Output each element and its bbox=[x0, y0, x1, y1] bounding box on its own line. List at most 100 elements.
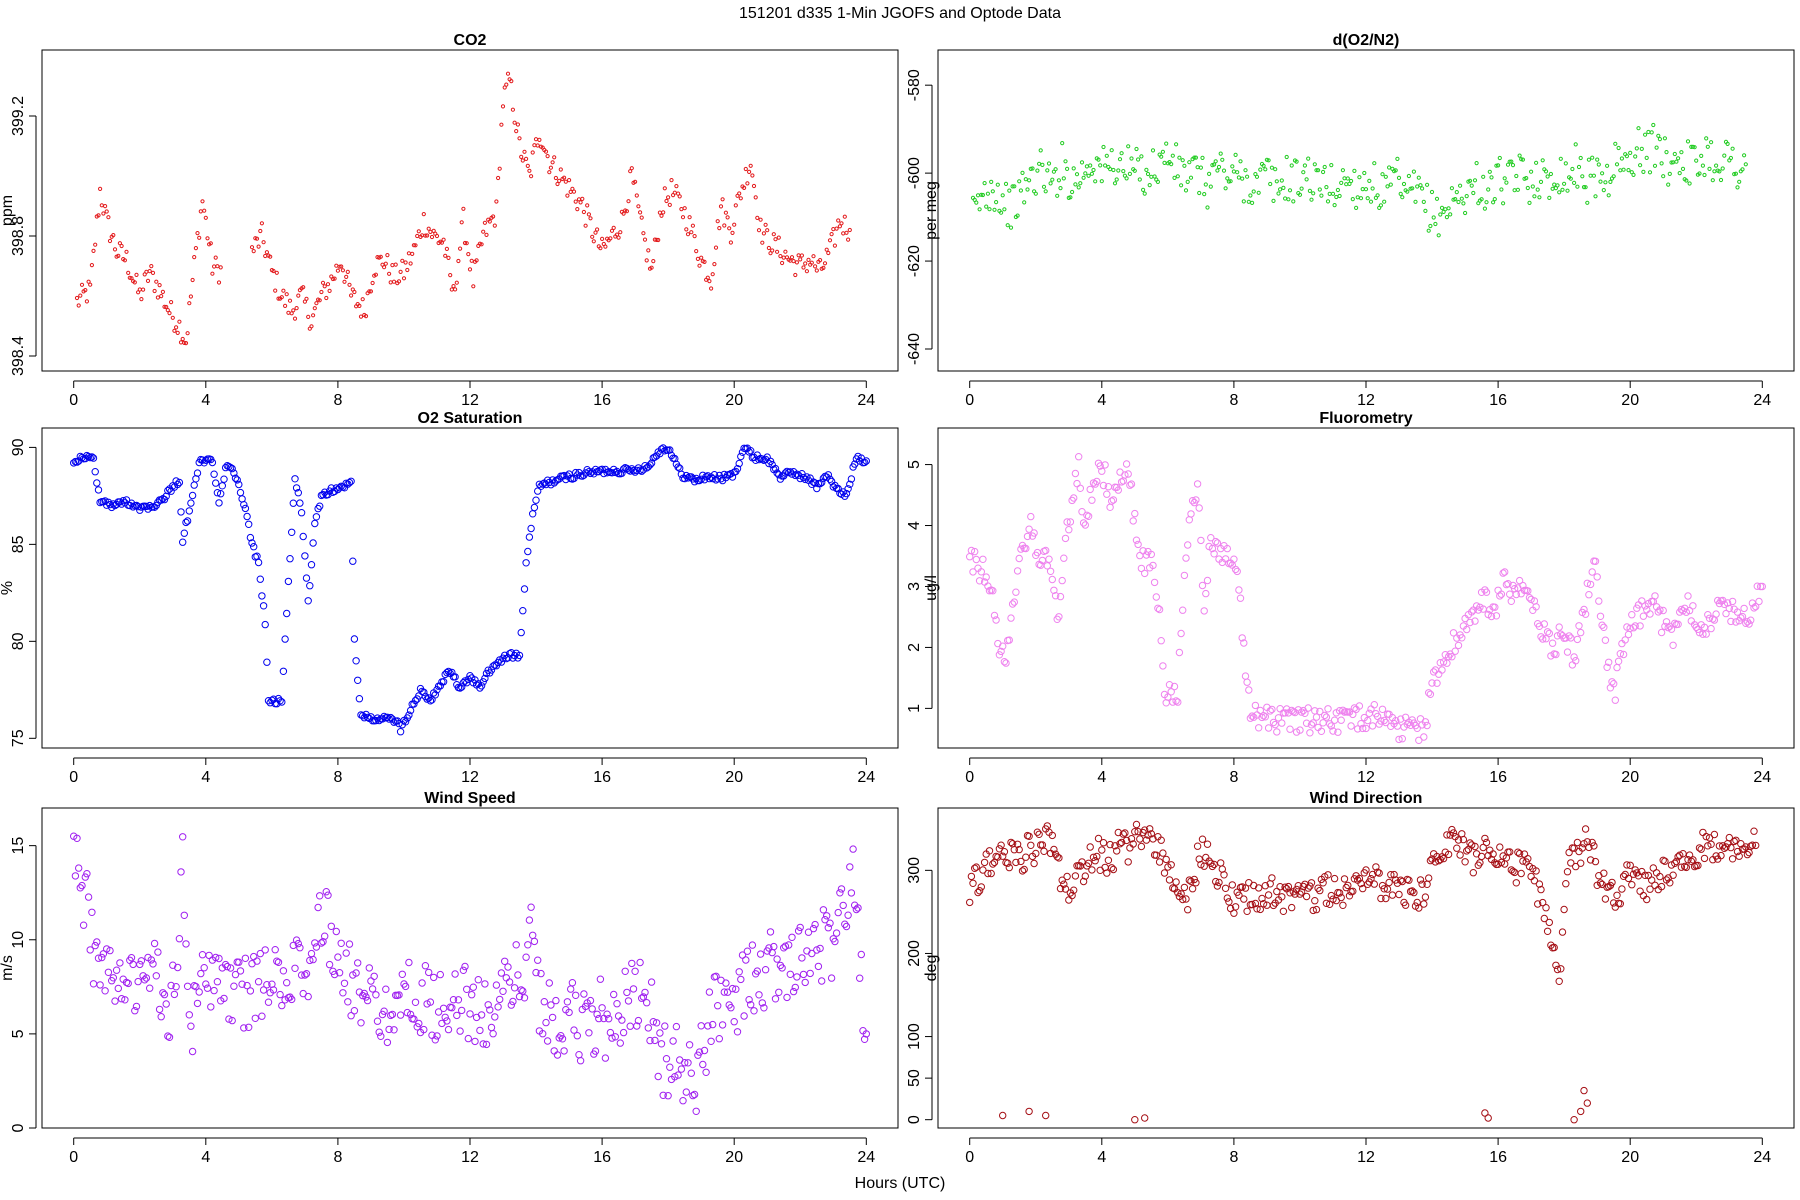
data-point bbox=[401, 276, 407, 281]
data-point bbox=[1681, 862, 1689, 871]
y-tick-label: 85 bbox=[10, 535, 27, 553]
data-point bbox=[335, 484, 344, 492]
data-point bbox=[572, 991, 580, 999]
data-point bbox=[1089, 171, 1095, 176]
data-point bbox=[1027, 178, 1032, 183]
data-point bbox=[826, 919, 834, 927]
data-point bbox=[1395, 890, 1403, 899]
data-point bbox=[1385, 184, 1390, 189]
data-point bbox=[1540, 158, 1545, 163]
data-point bbox=[1581, 825, 1590, 833]
data-point bbox=[598, 1004, 606, 1012]
data-point bbox=[656, 1029, 664, 1037]
data-point bbox=[1425, 182, 1430, 187]
data-point bbox=[1499, 569, 1507, 577]
data-point bbox=[1426, 228, 1431, 233]
data-point bbox=[524, 156, 529, 161]
data-point bbox=[1730, 146, 1735, 151]
data-point bbox=[195, 231, 200, 236]
data-point bbox=[1074, 172, 1080, 177]
data-point bbox=[720, 197, 725, 202]
data-point bbox=[694, 249, 699, 254]
data-point bbox=[1659, 606, 1667, 615]
data-point bbox=[684, 1059, 692, 1067]
data-point bbox=[1116, 840, 1124, 848]
data-point bbox=[712, 972, 720, 980]
data-point bbox=[497, 166, 502, 171]
data-point bbox=[989, 587, 997, 595]
data-point bbox=[261, 240, 266, 245]
data-point bbox=[977, 207, 982, 212]
data-point bbox=[301, 552, 309, 560]
data-point bbox=[651, 453, 659, 461]
data-point bbox=[1629, 624, 1638, 632]
data-point bbox=[1565, 632, 1573, 640]
data-point bbox=[1580, 605, 1588, 614]
x-tick-label: 24 bbox=[857, 1149, 875, 1166]
data-point bbox=[127, 954, 136, 962]
data-point bbox=[430, 973, 438, 982]
data-point bbox=[1212, 877, 1220, 886]
data-point bbox=[1596, 612, 1605, 620]
data-point bbox=[1446, 206, 1451, 211]
data-point bbox=[172, 477, 180, 485]
data-point bbox=[1502, 176, 1507, 181]
data-point bbox=[415, 233, 420, 239]
data-point bbox=[1205, 205, 1210, 210]
data-point bbox=[699, 255, 704, 260]
data-point bbox=[967, 546, 976, 555]
data-point bbox=[368, 289, 373, 294]
data-point bbox=[638, 467, 646, 475]
data-point bbox=[1180, 571, 1189, 580]
data-point bbox=[327, 922, 335, 930]
data-point bbox=[390, 263, 395, 268]
data-points bbox=[74, 71, 852, 346]
data-point bbox=[1517, 153, 1522, 158]
data-point bbox=[1289, 163, 1294, 168]
x-tick-label: 20 bbox=[725, 392, 743, 409]
data-point bbox=[79, 921, 88, 929]
data-point bbox=[788, 933, 796, 941]
data-point bbox=[317, 939, 326, 947]
x-tick-label: 4 bbox=[1097, 1149, 1106, 1166]
data-point bbox=[1649, 130, 1654, 135]
data-point bbox=[461, 677, 469, 685]
data-point bbox=[537, 969, 545, 978]
data-point bbox=[514, 971, 522, 979]
data-point bbox=[666, 1063, 674, 1071]
data-point bbox=[1570, 844, 1578, 852]
data-point bbox=[603, 469, 611, 477]
data-point bbox=[431, 1036, 439, 1044]
data-point bbox=[1529, 169, 1534, 174]
data-point bbox=[1532, 194, 1537, 199]
data-point bbox=[256, 949, 264, 958]
data-point bbox=[1263, 167, 1268, 172]
data-point bbox=[1583, 579, 1592, 587]
data-point bbox=[1747, 616, 1755, 624]
data-point bbox=[1109, 496, 1118, 504]
data-point bbox=[1474, 161, 1479, 166]
data-point bbox=[1697, 845, 1705, 853]
data-point bbox=[1707, 624, 1715, 633]
data-point bbox=[1345, 176, 1350, 181]
data-point bbox=[1187, 160, 1192, 165]
data-point bbox=[1245, 686, 1253, 694]
data-point bbox=[1223, 544, 1232, 553]
data-point bbox=[324, 891, 332, 899]
data-point bbox=[803, 947, 811, 955]
data-point bbox=[439, 240, 444, 245]
data-point bbox=[831, 227, 836, 232]
data-point bbox=[1572, 862, 1580, 871]
data-point bbox=[1041, 184, 1047, 189]
data-point bbox=[966, 898, 974, 907]
data-point bbox=[1154, 604, 1162, 612]
data-point bbox=[152, 972, 161, 980]
data-point bbox=[203, 215, 208, 220]
data-point bbox=[1002, 207, 1007, 212]
data-point bbox=[174, 963, 182, 972]
data-point bbox=[1352, 168, 1357, 173]
data-point bbox=[600, 236, 605, 241]
data-point bbox=[1307, 721, 1316, 729]
data-point bbox=[529, 931, 537, 939]
data-point bbox=[246, 533, 255, 542]
